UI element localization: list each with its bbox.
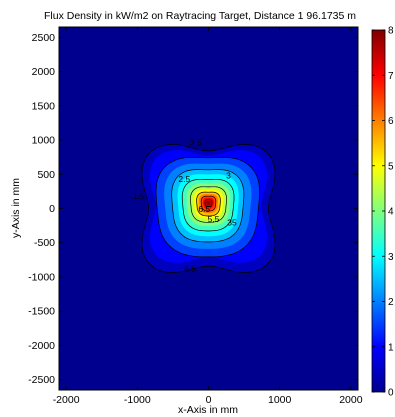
y-tick-label: -1000 [28, 271, 55, 283]
y-tick-label: -500 [34, 237, 55, 249]
contour-label: 1.5 [133, 191, 145, 201]
y-tick-label: -2500 [28, 374, 55, 386]
colorbar-tick-label: 1 [388, 342, 394, 353]
colorbar-tick-label: 5 [388, 161, 394, 172]
contour-band [206, 201, 211, 205]
contour-line [155, 157, 260, 258]
colorbar-tick-label: 3 [388, 252, 394, 263]
colorbar-tick-label: 7 [388, 71, 394, 82]
x-tick-label: 0 [206, 394, 212, 406]
y-tick-label: 1000 [32, 135, 56, 147]
y-tick-label: -1500 [28, 306, 55, 318]
contour-label: 35 [227, 218, 237, 228]
contour-label: 2.5 [178, 174, 190, 184]
colorbar-tick-label: 0 [388, 388, 394, 399]
contour-labels: 3.52.5 31.56.55.5 356.5 [133, 137, 237, 273]
x-tick-label: 2000 [339, 394, 363, 406]
y-tick-label: 500 [37, 169, 55, 181]
contour-line [196, 191, 221, 217]
x-tick-label: 1000 [268, 394, 292, 406]
contour-label: 3 [226, 170, 231, 180]
contour-label: 3.5 [190, 137, 202, 147]
contour-line [190, 186, 227, 223]
flux-contour-fill [141, 144, 276, 273]
colorbar: 0 1 2 3 4 5 6 7 8 [371, 26, 394, 399]
y-tick-label: 1500 [32, 100, 56, 112]
contour-line [141, 144, 276, 273]
y-axis-ticks: -2500 -2000 -1500 -1000 -500 0 500 1000 1500 2000… [28, 32, 358, 386]
colorbar-tick-label: 4 [388, 207, 394, 218]
y-tick-label: 0 [49, 203, 55, 215]
x-axis-label: x-Axis in mm [178, 404, 238, 416]
colorbar-tick-label: 2 [388, 297, 394, 308]
contour-line [204, 199, 213, 208]
y-tick-label: -2000 [28, 340, 55, 352]
x-tick-label: -2000 [53, 394, 80, 406]
contour-label: 5.5 [208, 214, 220, 224]
y-tick-label: 2000 [32, 66, 56, 78]
contour-line [200, 195, 217, 212]
contour-label: 6.5 [198, 204, 210, 214]
plot-area: 3.52.5 31.56.55.5 356.5 [58, 26, 359, 391]
chart-title: Flux Density in kW/m2 on Raytracing Targ… [44, 10, 356, 22]
contour-line [171, 169, 245, 243]
y-tick-label: 2500 [32, 32, 56, 44]
contour-line [181, 178, 235, 232]
contour-label: 6.5 [184, 264, 196, 274]
colorbar-tick-label: 6 [388, 116, 394, 127]
colorbar-tick-label: 8 [388, 26, 394, 37]
x-axis-ticks: -2000 -1000 0 1000 2000 [53, 27, 363, 406]
y-axis-label: y-Axis in mm [10, 178, 22, 238]
x-tick-label: -1000 [124, 394, 151, 406]
colorbar-ticks: 0 1 2 3 4 5 6 7 8 [372, 26, 394, 399]
